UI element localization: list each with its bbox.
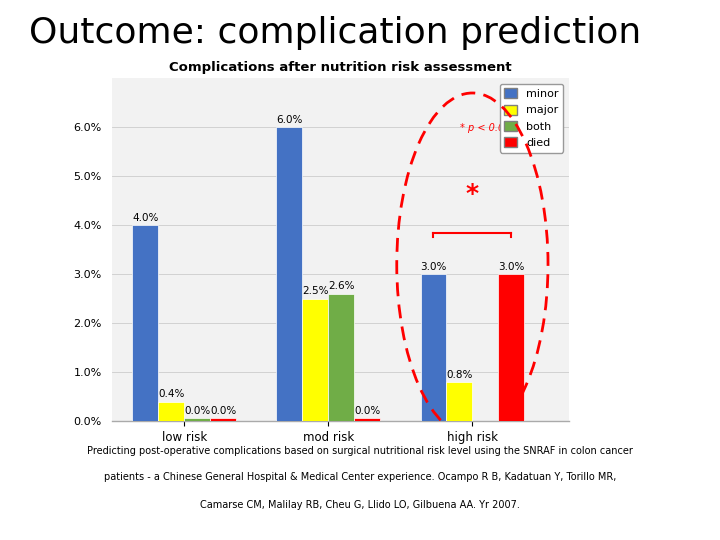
Bar (210, 418, 236, 421)
Bar (328, 294, 354, 421)
Legend: minor, major, both, died: minor, major, both, died (500, 84, 563, 152)
Text: 0.0%: 0.0% (354, 406, 380, 416)
Text: 0.0%: 0.0% (210, 406, 236, 416)
Bar (132, 225, 158, 421)
Bar (158, 402, 184, 421)
Text: Outcome: complication prediction: Outcome: complication prediction (29, 16, 641, 50)
Text: 4.0%: 4.0% (132, 213, 158, 223)
Text: 3.0%: 3.0% (420, 262, 446, 272)
Text: 0.0%: 0.0% (184, 406, 210, 416)
Text: 3.0%: 3.0% (498, 262, 524, 272)
Bar (446, 382, 472, 421)
Bar (276, 127, 302, 421)
Bar (354, 418, 380, 421)
Text: * p < 0.05, wilcoxon: * p < 0.05, wilcoxon (460, 123, 559, 133)
Title: Complications after nutrition risk assessment: Complications after nutrition risk asses… (169, 62, 511, 75)
Text: *: * (466, 181, 479, 206)
Bar (302, 299, 328, 421)
Text: patients - a Chinese General Hospital & Medical Center experience. Ocampo R B, K: patients - a Chinese General Hospital & … (104, 472, 616, 483)
Bar (498, 274, 524, 421)
Text: 2.6%: 2.6% (328, 281, 354, 292)
Text: 6.0%: 6.0% (276, 115, 302, 125)
Bar (420, 274, 446, 421)
Text: 0.4%: 0.4% (158, 389, 184, 399)
Text: 2.5%: 2.5% (302, 286, 328, 296)
Text: Camarse CM, Malilay RB, Cheu G, Llido LO, Gilbuena AA. Yr 2007.: Camarse CM, Malilay RB, Cheu G, Llido LO… (200, 500, 520, 510)
Text: Predicting post-operative complications based on surgical nutritional risk level: Predicting post-operative complications … (87, 446, 633, 456)
Text: 0.8%: 0.8% (446, 369, 472, 380)
Bar (184, 418, 210, 421)
